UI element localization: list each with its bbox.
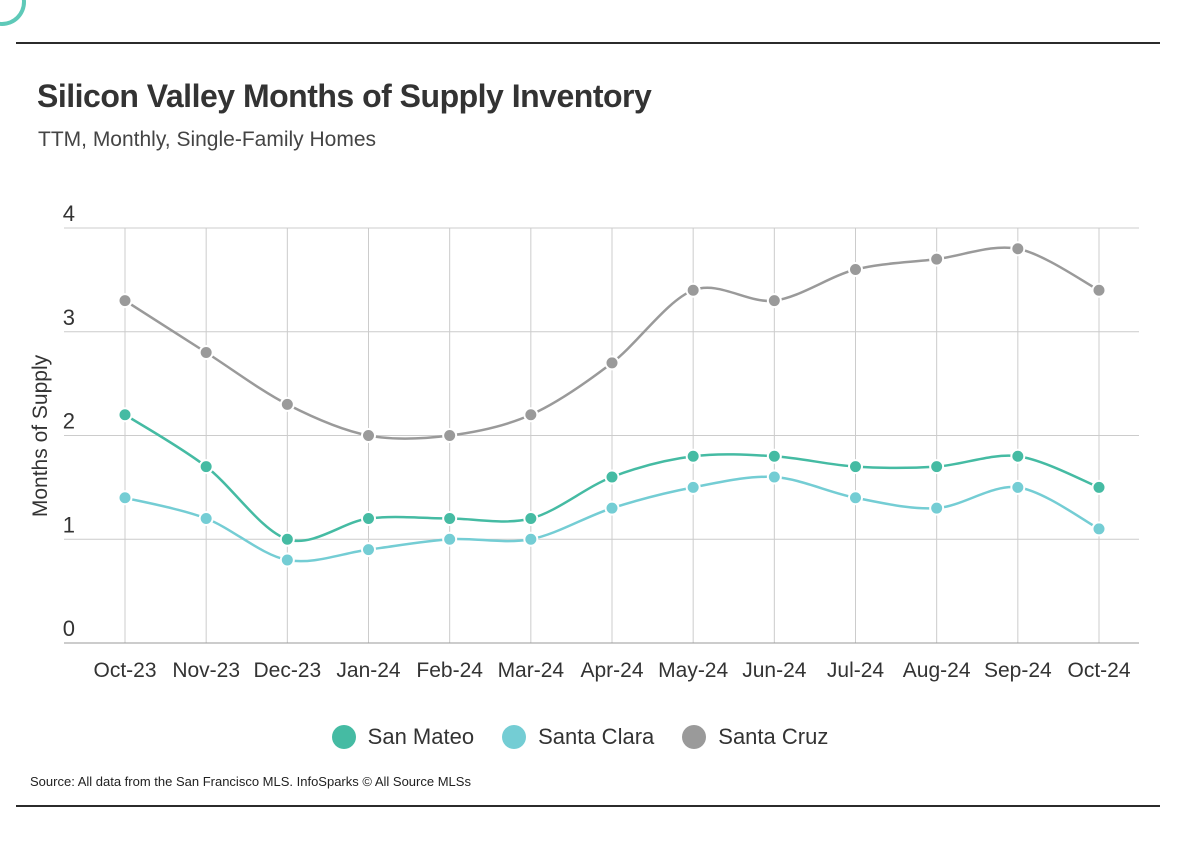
data-point-san-mateo (279, 531, 295, 547)
data-point-santa-cruz (442, 428, 458, 443)
legend: San Mateo Santa Clara Santa Cruz (0, 724, 1160, 750)
chart-subtitle: TTM, Monthly, Single-Family Homes (38, 128, 377, 151)
data-point-santa-cruz (604, 355, 620, 371)
data-point-san-mateo (117, 407, 133, 423)
y-tick-label: 0 (63, 616, 75, 641)
source-note: Source: All data from the San Francisco … (30, 774, 471, 789)
x-tick-label: Mar-24 (498, 659, 565, 682)
legend-label: Santa Cruz (718, 724, 829, 749)
data-point-san-mateo (604, 469, 620, 485)
data-point-santa-clara (523, 531, 539, 547)
data-point-santa-cruz (929, 251, 945, 267)
data-point-santa-cruz (523, 407, 539, 423)
data-point-santa-clara (929, 500, 945, 516)
data-point-santa-cruz (361, 428, 376, 443)
legend-item-santa-cruz: Santa Cruz (682, 724, 828, 750)
x-tick-label: Jan-24 (336, 659, 401, 682)
data-point-santa-cruz (1091, 282, 1107, 298)
data-point-santa-clara (361, 542, 376, 558)
data-point-santa-cruz (685, 282, 701, 298)
legend-item-san-mateo: San Mateo (331, 724, 475, 750)
bottom-divider (16, 805, 1160, 807)
legend-item-santa-clara: Santa Clara (502, 724, 654, 750)
legend-label: San Mateo (367, 724, 475, 749)
data-point-santa-clara (1010, 479, 1026, 495)
data-point-san-mateo (442, 511, 458, 526)
data-point-santa-cruz (279, 396, 295, 412)
data-point-santa-cruz (117, 293, 133, 309)
x-tick-label: May-24 (658, 659, 728, 682)
x-tick-label: Oct-24 (1067, 659, 1130, 682)
x-tick-label: Oct-23 (93, 659, 156, 682)
x-tick-label: Aug-24 (903, 659, 971, 682)
x-tick-label: Dec-23 (253, 659, 321, 682)
legend-label: Santa Clara (538, 724, 655, 749)
data-point-santa-clara (766, 469, 782, 485)
series-points (117, 241, 1107, 568)
data-point-santa-cruz (766, 293, 782, 309)
y-tick-label: 4 (63, 201, 75, 226)
data-point-san-mateo (1010, 448, 1026, 464)
data-point-san-mateo (685, 448, 701, 464)
data-point-santa-cruz (198, 345, 214, 360)
data-point-santa-clara (117, 490, 133, 506)
data-point-santa-clara (848, 490, 863, 506)
chart-title: Silicon Valley Months of Supply Inventor… (37, 78, 652, 114)
data-point-san-mateo (361, 511, 376, 526)
data-point-santa-clara (198, 511, 214, 526)
data-point-santa-clara (685, 479, 701, 495)
x-tick-label: Sep-24 (984, 659, 1052, 682)
grid (64, 227, 1139, 644)
data-point-san-mateo (198, 459, 214, 475)
x-tick-label: Apr-24 (580, 659, 643, 682)
data-point-san-mateo (766, 448, 782, 464)
data-point-santa-clara (1091, 521, 1107, 537)
x-tick-label: Jun-24 (742, 659, 807, 682)
data-point-santa-clara (604, 500, 620, 516)
data-point-san-mateo (929, 459, 945, 475)
y-axis-label: Months of Supply (29, 354, 52, 517)
data-point-santa-cruz (1010, 241, 1026, 257)
data-point-santa-clara (442, 531, 458, 547)
x-tick-label: Feb-24 (416, 659, 483, 682)
data-point-santa-clara (279, 552, 295, 568)
data-point-san-mateo (848, 459, 863, 475)
axes: 0 1 2 3 4 Oct-23 Nov-23 Dec-23 Jan-24 Feb-24 Mar-2… (29, 201, 1131, 682)
y-tick-label: 3 (63, 305, 75, 330)
y-tick-label: 1 (63, 512, 75, 537)
legend-swatch (331, 725, 356, 749)
data-point-san-mateo (1091, 479, 1107, 495)
legend-swatch (502, 725, 527, 749)
legend-swatch (682, 725, 707, 749)
top-divider (16, 42, 1160, 44)
data-point-san-mateo (523, 511, 539, 526)
x-tick-label: Nov-23 (172, 659, 240, 682)
x-tick-label: Jul-24 (827, 659, 885, 682)
data-point-santa-cruz (848, 262, 863, 277)
y-tick-label: 2 (63, 409, 75, 434)
